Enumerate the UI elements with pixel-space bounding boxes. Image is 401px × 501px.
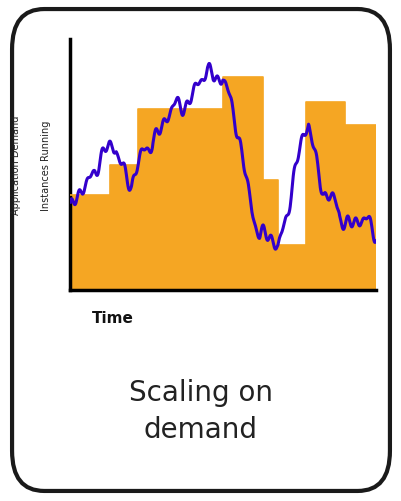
- Text: Time: Time: [91, 311, 133, 326]
- Text: Scaling on
demand: Scaling on demand: [129, 378, 272, 443]
- Text: Instances Running: Instances Running: [41, 120, 51, 210]
- Text: Application Demand: Application Demand: [11, 116, 21, 215]
- FancyBboxPatch shape: [12, 10, 389, 491]
